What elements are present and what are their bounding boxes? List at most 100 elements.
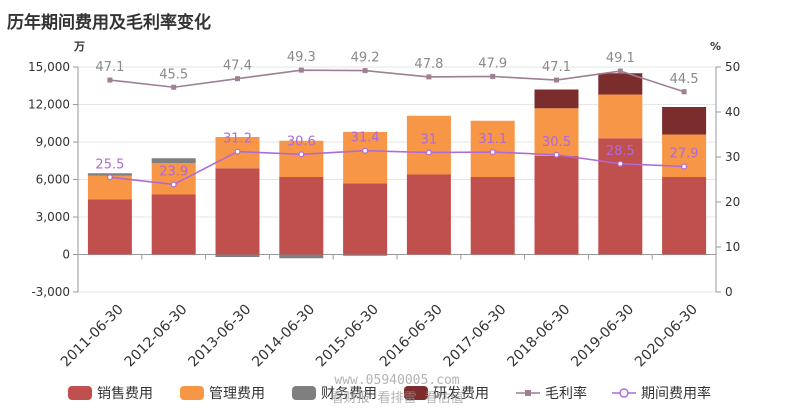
line-point	[617, 160, 624, 167]
line-point	[107, 77, 113, 83]
right-tick-label: 20	[725, 195, 740, 209]
line-point	[425, 149, 432, 156]
bar-segment	[279, 177, 324, 255]
bar-segment	[87, 175, 132, 200]
line-point	[234, 148, 241, 155]
bar-segment	[215, 254, 260, 257]
left-tick-label: 6,000	[36, 173, 70, 187]
category-label: 2018-06-30	[504, 302, 573, 371]
data-labels: 47.1 45.5 47.4 49.3 49.2 47.8 47.9 47.1 49.1 44.5…	[95, 50, 698, 179]
bar-segment	[470, 177, 515, 255]
bar-segment	[151, 163, 196, 195]
legend: 销售费用 管理费用 财务费用 研发费用 毛利率 期间费用率	[68, 385, 711, 402]
bar-segment	[279, 254, 324, 259]
bar-segment	[406, 174, 451, 255]
right-tick-label: 30	[725, 150, 740, 164]
watermark-line1: www.05940005.com	[334, 373, 459, 388]
line-point	[362, 147, 369, 154]
legend-label: 研发费用	[433, 386, 489, 402]
line-point	[170, 181, 177, 188]
category-label: 2011-06-30	[58, 302, 127, 371]
bar-segment	[343, 254, 388, 256]
gross-margin-label: 47.9	[478, 56, 507, 71]
legend-label: 管理费用	[209, 386, 265, 402]
legend-label: 财务费用	[321, 386, 377, 402]
gross-margin-label: 47.1	[542, 60, 571, 75]
bar-segment	[406, 115, 451, 175]
bar-segment	[470, 120, 515, 177]
legend-marker	[525, 390, 531, 396]
gross-margin-label: 47.8	[414, 57, 443, 72]
bar-segment	[662, 107, 707, 135]
category-label: 2020-06-30	[632, 302, 701, 371]
bar-segment	[662, 134, 707, 177]
left-tick-label: 15,000	[28, 60, 70, 74]
period-rate-label: 27.9	[670, 146, 699, 161]
period-rate-label: 23.9	[159, 164, 188, 179]
period-rate-label: 25.5	[95, 157, 124, 172]
category-label: 2012-06-30	[122, 302, 191, 371]
line-point	[298, 67, 304, 73]
category-label: 2016-06-30	[377, 302, 446, 371]
watermark: www.05940005.com 看财报 看排雷 看估值	[331, 373, 464, 406]
category-label: 2014-06-30	[249, 302, 318, 371]
bar-segment	[151, 194, 196, 255]
bar-segment	[215, 168, 260, 255]
series-line	[109, 69, 685, 93]
period-rate-label: 30.6	[287, 134, 316, 149]
gross-margin-label: 44.5	[670, 72, 699, 87]
left-tick-label: 0	[62, 248, 70, 262]
line-point	[362, 68, 368, 74]
period-rate-label: 31	[421, 133, 438, 148]
gross-margin-label: 49.1	[606, 51, 635, 66]
lines	[106, 67, 688, 188]
category-label: 2017-06-30	[441, 302, 510, 371]
legend-swatch	[292, 386, 316, 400]
bar-segment	[343, 183, 388, 255]
bar-segment	[279, 140, 324, 177]
gross-margin-label: 49.3	[287, 50, 316, 65]
legend-label: 期间费用率	[641, 385, 711, 402]
line-point	[553, 151, 560, 158]
line-point	[681, 89, 687, 95]
legend-swatch	[404, 386, 428, 400]
period-rate-label: 31.1	[478, 132, 507, 147]
legend-swatch	[180, 386, 204, 400]
bar-segment	[534, 108, 579, 156]
left-tick-label: -3,000	[31, 285, 70, 299]
bar-segment	[534, 89, 579, 109]
watermark-line2: 看财报 看排雷 看估值	[331, 390, 464, 406]
bar-segment	[151, 158, 196, 164]
period-rate-label: 30.5	[542, 135, 571, 150]
bar-segment	[598, 94, 643, 139]
chart-title: 历年期间费用及毛利率变化	[7, 13, 211, 33]
right-tick-label: 0	[725, 285, 733, 299]
series-line	[109, 149, 685, 186]
gross-margin-label: 49.2	[351, 51, 380, 66]
bar-segment	[662, 177, 707, 255]
right-tick-label: 10	[725, 240, 740, 254]
bars	[87, 73, 707, 259]
right-tick-label: 50	[725, 60, 740, 74]
left-axis-unit: 万	[73, 40, 85, 53]
category-label: 2015-06-30	[313, 302, 382, 371]
line-point	[489, 149, 496, 156]
category-label: 2013-06-30	[185, 302, 254, 371]
line-point	[617, 68, 623, 74]
period-rate-label: 31.2	[223, 132, 252, 147]
line-point	[171, 84, 177, 90]
category-label: 2019-06-30	[568, 302, 637, 371]
bar-segment	[598, 138, 643, 255]
category-labels: 2011-06-302012-06-302013-06-302014-06-30…	[58, 302, 701, 371]
gross-margin-label: 45.5	[159, 67, 188, 82]
bar-segment	[598, 73, 643, 95]
right-tick-label: 40	[725, 105, 740, 119]
bar-segment	[343, 132, 388, 184]
line-point	[235, 76, 240, 82]
legend-label: 销售费用	[97, 386, 153, 402]
bar-segment	[534, 155, 579, 255]
period-rate-label: 28.5	[606, 144, 635, 159]
legend-label: 毛利率	[545, 385, 587, 402]
